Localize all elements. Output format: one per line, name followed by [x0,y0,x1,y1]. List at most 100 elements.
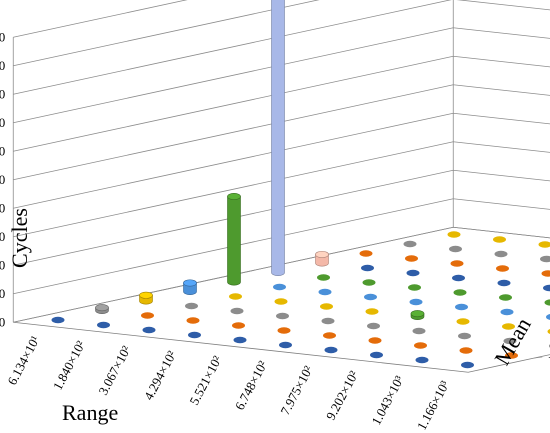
floor-marker [447,231,461,238]
floor-marker [361,264,374,272]
range-tick-label: 6.134×10¹ [4,333,42,387]
z-tick-label: 70 [0,115,5,130]
floor-marker [317,274,330,281]
z-tick-label: 30 [0,229,5,244]
floor-marker [232,322,245,329]
range-tick-label: 1.840×10² [50,338,88,392]
floor-marker [497,279,511,287]
floor-marker [318,288,332,296]
range-tick-label: 5.521×10² [186,353,224,407]
floor-marker [415,356,429,364]
bar-top [315,250,329,258]
floor-marker [277,327,291,334]
bar-top [95,304,109,312]
range-tick-label: 9.202×10² [323,368,361,422]
floor-marker [370,351,383,359]
z-axis-ticks: 0 10 20 30 40 50 60 70 80 90 100 [0,29,5,329]
gridline [13,84,550,181]
floor-marker [367,322,380,330]
floor-marker [450,260,464,267]
floor-marker [461,361,474,369]
bar [183,279,197,295]
floor-marker [502,323,515,330]
floor-marker [405,255,418,262]
floor-marker [279,341,292,349]
z-tick-label: 60 [0,143,5,158]
bar-body [271,0,285,276]
z-tick-label: 90 [0,58,5,73]
range-tick-label: 3.067×10² [95,343,133,397]
floor-marker [406,269,420,277]
gridline [13,112,550,209]
floor-marker [494,250,508,258]
floor-marker [362,279,376,286]
floor-marker [453,289,467,296]
gridline [13,0,550,95]
mean-axis-ticks: 2.703×10²2.496×10¹−2.204×10²−4.658×10²−7… [534,350,550,365]
floor-marker [324,346,338,354]
bar [139,291,153,305]
floor-marker [452,274,465,282]
floor-marker [543,284,550,292]
gridline [13,27,550,124]
gridline [13,55,550,152]
floor-marker [142,326,156,334]
floor-marker [458,332,471,340]
floor-marker [408,284,421,291]
floor-marker [321,317,335,325]
chart-walls [12,0,550,373]
floor-marker [323,332,336,339]
z-tick-label: 0 [0,314,5,329]
range-tick-label: 1.043×10³ [368,373,406,427]
floor-marker [365,308,379,315]
z-tick-label: 100 [0,29,5,44]
floor-marker [499,294,512,301]
floor-marker [230,307,244,315]
z-tick-label: 20 [0,257,5,272]
floor-marker [403,240,417,248]
bar-top [139,291,153,299]
floor-marker [546,314,550,320]
z-axis-title: Cycles [7,208,32,268]
y-axis-title: Mean [489,313,536,369]
floor-marker [188,331,201,339]
floor-marker [503,337,517,345]
floor-marker [186,317,200,324]
bar [227,193,241,286]
bar-top [227,193,241,201]
bar-top [410,310,425,318]
floor-marker [229,293,242,300]
x-axis-title: Range [62,400,118,425]
floor-marker [540,255,550,263]
floor-marker [493,236,506,243]
gridline [13,0,188,38]
floor-marker [359,250,373,257]
floor-marker [538,241,550,248]
bar [410,310,425,320]
mean-tick-label: −7.112×10² [548,350,550,365]
floor-marker [141,312,154,319]
floor-marker [505,352,518,359]
floor-marker [233,336,247,344]
floor-marker [274,298,288,305]
floor-markers [51,231,550,369]
range-tick-label: 4.294×10² [141,348,179,402]
floor-marker [320,303,333,310]
gridline [13,169,550,266]
floor-marker [185,302,198,310]
floor-marker [449,245,462,253]
gridline [13,226,550,323]
bar-top [183,279,197,287]
floor-marker [455,303,468,311]
floor-marker [459,347,473,354]
floor-marker [547,328,550,335]
gridline [13,0,320,67]
z-tick-label: 10 [0,286,5,301]
range-tick-label: 6.748×10² [232,358,270,412]
floor-marker [368,337,382,344]
z-tick-label: 80 [0,86,5,101]
gridline [13,198,550,295]
floor-marker [414,342,427,349]
mean-tick-mark [534,356,543,359]
bar [95,304,109,314]
